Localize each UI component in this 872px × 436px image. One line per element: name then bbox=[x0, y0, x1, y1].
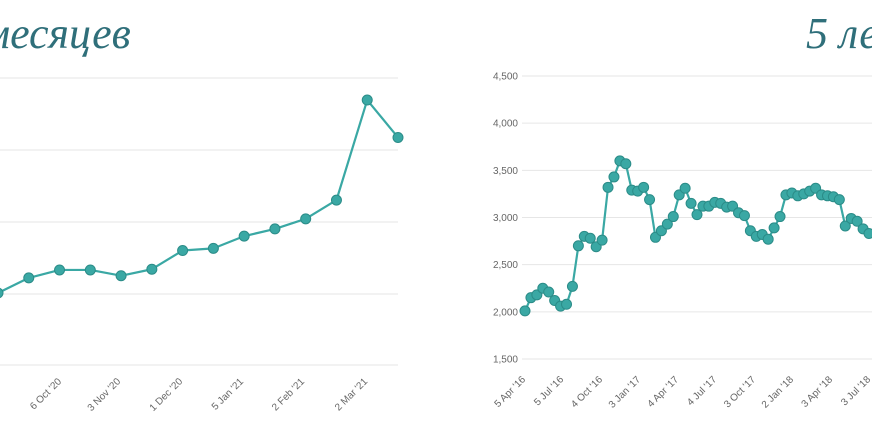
left-data-point bbox=[300, 213, 312, 225]
right-y-tick-label: 1,500 bbox=[493, 355, 518, 366]
left-x-tick-label: 6 Oct '20 bbox=[28, 376, 64, 412]
right-y-tick-label: 3,000 bbox=[493, 213, 518, 224]
right-y-tick-label: 3,500 bbox=[493, 166, 518, 177]
right-line-chart: 1,500 2,000 2,500 3,000 3,500 4,000 4,500 5 Apr… bbox=[493, 72, 872, 411]
right-x-tick-label: 4 Oct '16 bbox=[569, 374, 605, 410]
right-data-point bbox=[543, 286, 555, 298]
right-data-point bbox=[839, 220, 851, 232]
left-data-point bbox=[361, 94, 373, 106]
right-data-point bbox=[620, 158, 632, 170]
left-x-tick-label: 2 Feb '21 bbox=[270, 376, 307, 413]
right-x-tick-label: 2 Jan '18 bbox=[760, 374, 797, 411]
right-data-point bbox=[667, 211, 679, 223]
right-data-point bbox=[768, 222, 780, 234]
left-data-point bbox=[146, 263, 158, 275]
right-data-point bbox=[596, 234, 608, 246]
left-data-point bbox=[330, 194, 342, 206]
left-data-point bbox=[207, 242, 219, 254]
left-line-chart: 6 Oct '20 3 Nov '20 1 Dec '20 5 Jan '21 2 Fe… bbox=[0, 77, 404, 414]
left-data-point bbox=[392, 131, 404, 143]
right-y-tick-label: 2,500 bbox=[493, 260, 518, 271]
right-data-point bbox=[566, 280, 578, 292]
left-x-tick-label: 3 Nov '20 bbox=[86, 376, 124, 414]
right-y-tick-label: 4,000 bbox=[493, 119, 518, 130]
right-data-point bbox=[738, 210, 750, 222]
right-data-point bbox=[561, 298, 573, 310]
right-data-point bbox=[584, 232, 596, 244]
left-x-tick-label: 5 Jan '21 bbox=[210, 376, 247, 413]
left-data-point bbox=[115, 270, 127, 282]
left-x-tick-label: 2 Mar '21 bbox=[333, 376, 370, 413]
right-x-tick-label: 5 Apr '16 bbox=[493, 374, 529, 410]
right-data-point bbox=[774, 211, 786, 223]
left-data-point bbox=[54, 264, 66, 276]
right-x-tick-label: 4 Apr '17 bbox=[646, 374, 682, 410]
right-data-point bbox=[851, 215, 863, 227]
left-data-point bbox=[269, 223, 281, 235]
left-data-point bbox=[23, 272, 35, 284]
right-data-point bbox=[833, 194, 845, 206]
right-data-point bbox=[691, 209, 703, 221]
right-x-tick-label: 3 Jul '18 bbox=[839, 374, 872, 408]
right-x-tick-label: 3 Oct '17 bbox=[722, 374, 758, 410]
left-data-point bbox=[238, 230, 250, 242]
right-data-point bbox=[608, 171, 620, 183]
right-y-tick-label: 4,500 bbox=[493, 72, 518, 83]
right-x-tick-label: 5 Jul '16 bbox=[532, 374, 566, 408]
right-data-point bbox=[572, 240, 584, 252]
right-x-tick-label: 3 Jan '17 bbox=[607, 374, 644, 411]
right-y-tick-label: 2,000 bbox=[493, 307, 518, 318]
left-data-point bbox=[177, 245, 189, 257]
right-data-point bbox=[863, 228, 872, 240]
chart-title-right: 5 ле bbox=[806, 9, 872, 58]
chart-title-left: месяцев bbox=[0, 9, 131, 58]
left-data-point bbox=[0, 287, 4, 299]
right-data-point bbox=[602, 181, 614, 193]
right-data-point bbox=[644, 194, 656, 206]
right-data-point bbox=[638, 181, 650, 193]
right-x-tick-label: 3 Apr '18 bbox=[800, 374, 836, 410]
right-data-point bbox=[661, 218, 673, 230]
left-data-point bbox=[84, 264, 96, 276]
right-data-point bbox=[762, 233, 774, 245]
right-x-tick-label: 4 Jul '17 bbox=[685, 374, 719, 408]
right-data-point bbox=[679, 182, 691, 194]
right-data-point bbox=[519, 305, 531, 317]
right-data-point bbox=[685, 197, 697, 209]
left-x-tick-label: 1 Dec '20 bbox=[148, 376, 186, 414]
